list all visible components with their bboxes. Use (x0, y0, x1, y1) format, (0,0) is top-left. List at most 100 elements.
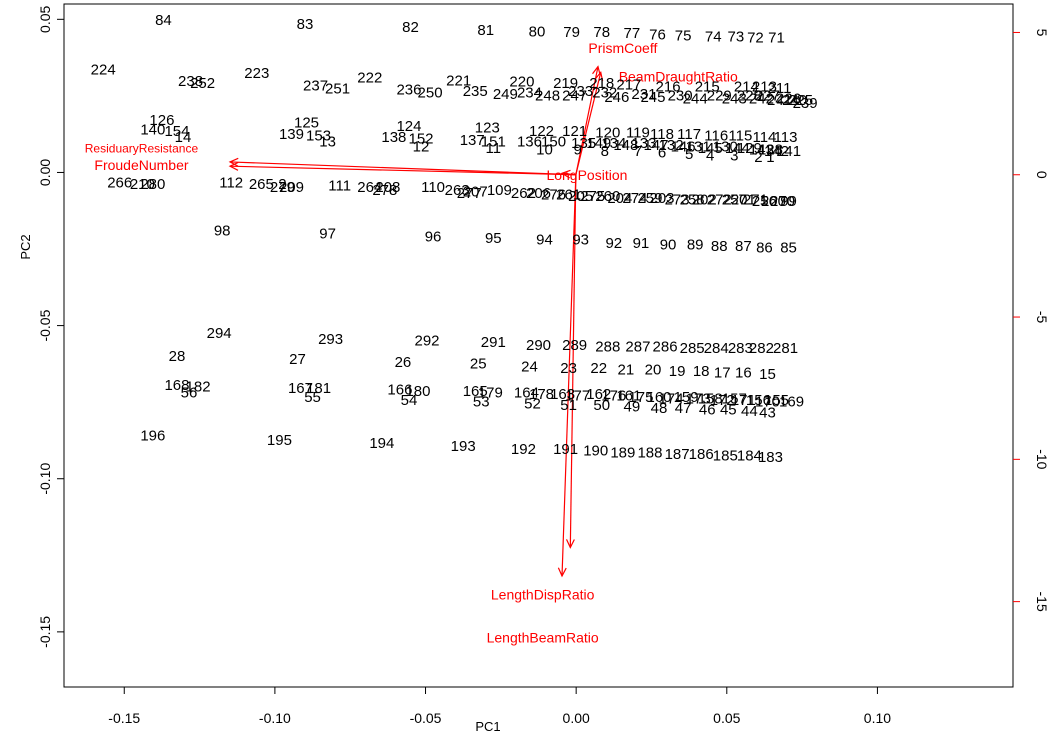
point-label: 73 (727, 28, 744, 45)
point-label: 250 (418, 84, 443, 101)
point-label: 48 (651, 400, 668, 417)
point-label: 130 (713, 138, 738, 155)
point-label: 128 (758, 141, 783, 158)
point-label: 82 (402, 19, 419, 36)
point-label: 95 (485, 230, 502, 247)
point-label: 215 (695, 78, 720, 95)
point-label: 173 (686, 391, 711, 408)
point-label: 217 (616, 77, 641, 94)
point-label: 182 (186, 378, 211, 395)
point-label: 132 (659, 137, 684, 154)
right-tick-label: -15 (1034, 592, 1050, 612)
point-label: 201 (731, 191, 756, 208)
loading-arrowhead (560, 169, 571, 179)
point-label: 50 (593, 397, 610, 414)
point-label: 3 (730, 147, 738, 164)
point-label: 236 (396, 81, 421, 98)
point-label: 223 (244, 65, 269, 82)
point-label: 25 (470, 355, 487, 372)
point-label: 79 (563, 24, 580, 41)
point-label: 22 (590, 360, 607, 377)
point-label: 278 (372, 182, 397, 199)
point-label: 214 (734, 78, 759, 95)
point-label: 162 (586, 386, 611, 403)
point-label: 144 (725, 140, 750, 157)
point-label: 14 (175, 129, 192, 146)
point-label: 112 (219, 174, 243, 191)
point-label: 279 (270, 179, 295, 196)
point-label: 109 (487, 182, 512, 199)
point-label: 146 (671, 138, 696, 155)
point-label: 122 (529, 123, 554, 140)
point-label: 117 (677, 126, 701, 143)
point-label: 235 (463, 83, 488, 100)
point-label: 19 (669, 363, 686, 380)
point-label: 290 (526, 337, 551, 354)
point-label: 260 (595, 188, 620, 205)
point-label: 264 (357, 179, 382, 196)
point-label: 56 (181, 385, 198, 402)
point-label: 284 (704, 340, 729, 357)
point-label: 145 (698, 140, 723, 157)
point-label: 116 (704, 128, 728, 145)
point-label: 176 (601, 388, 626, 405)
point-label: 216 (656, 78, 681, 95)
x-tick-label: 0.05 (713, 710, 740, 726)
point-label: 183 (758, 449, 783, 466)
point-label: 152 (408, 131, 433, 148)
point-label: 161 (616, 388, 641, 405)
point-label: 92 (605, 235, 622, 252)
loading-arrowhead (565, 539, 575, 549)
point-label: 8 (601, 143, 609, 160)
point-label: 156 (746, 392, 771, 409)
point-label: 27 (289, 351, 306, 368)
point-label: 137 (460, 132, 485, 149)
point-label: 97 (319, 226, 336, 243)
point-label: 120 (595, 125, 620, 142)
point-label: 167 (288, 380, 313, 397)
x-tick-label: -0.05 (410, 710, 442, 726)
point-label: 178 (529, 386, 554, 403)
point-label: 249 (493, 86, 518, 103)
plot-frame (63, 3, 1014, 688)
right-tick-label: -10 (1034, 449, 1050, 469)
point-label: 247 (562, 87, 587, 104)
point-label: 158 (698, 391, 723, 408)
loading-arrowhead (228, 161, 239, 171)
point-label: 233 (568, 83, 593, 100)
point-label: 202 (692, 191, 717, 208)
loading-label: FroudeNumber (94, 157, 188, 173)
point-label: 114 (752, 129, 776, 146)
point-label: 159 (674, 389, 699, 406)
loading-label: BeamDraughtRatio (619, 69, 738, 85)
point-label: 12 (413, 138, 430, 155)
point-label: 203 (650, 190, 675, 207)
point-label: 234 (517, 84, 542, 101)
right-tick-label: 0 (1034, 171, 1050, 179)
point-label: 259 (637, 190, 662, 207)
point-label: 245 (640, 89, 665, 106)
point-label: 18 (693, 363, 710, 380)
loading-vectors: PrismCoeff BeamDraughtRatio ResiduaryResis… (85, 40, 738, 645)
point-label: 258 (680, 191, 705, 208)
point-label: 286 (653, 339, 678, 356)
point-label: 187 (665, 446, 690, 463)
point-label: 154 (164, 123, 189, 140)
point-label: 9 (573, 141, 581, 158)
point-label: 126 (149, 112, 174, 129)
x-tick-label: -0.10 (259, 710, 291, 726)
point-label: 193 (451, 438, 476, 455)
y-tick-label: -0.10 (37, 463, 53, 495)
score-labels: 84 83 82 81 80 79 78 77 76 75 74 73 72 71224238252223… (91, 12, 818, 466)
x-axis-title: PC1 (475, 719, 500, 734)
point-label: 139 (279, 126, 304, 143)
point-label: 91 (633, 235, 650, 252)
point-label: 244 (683, 91, 708, 108)
secondary-y-axis: 5 0 -5 -10 -15 (1013, 29, 1050, 612)
right-tick-label: 5 (1034, 29, 1050, 37)
point-label: 181 (306, 380, 331, 397)
loading-arrow (575, 72, 602, 175)
y-tick-label: -0.15 (37, 616, 53, 648)
point-label: 271 (743, 191, 768, 208)
point-label: 87 (735, 238, 752, 255)
